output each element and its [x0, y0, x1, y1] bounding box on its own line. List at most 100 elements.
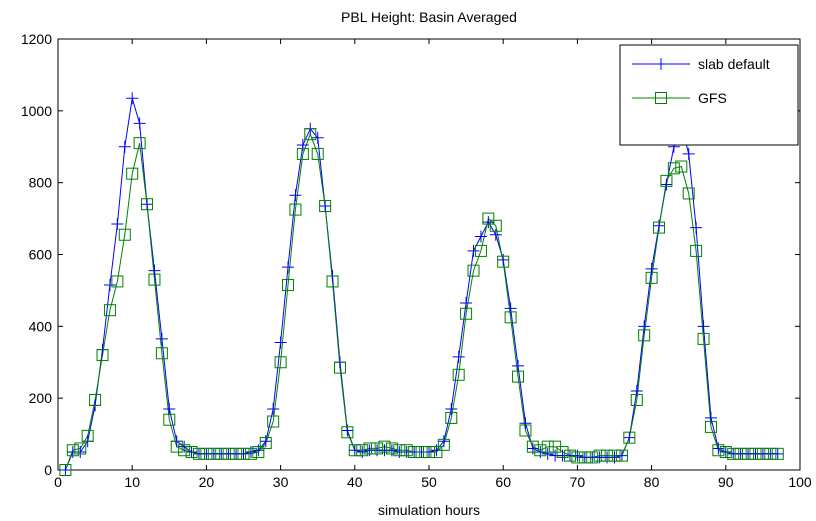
legend-label: GFS — [698, 90, 727, 106]
data-point-square — [81, 429, 94, 442]
data-point-plus — [474, 230, 487, 243]
data-point-plus — [126, 92, 139, 105]
data-point-square — [103, 304, 116, 317]
data-point-square — [230, 447, 243, 460]
axis-ticks: 0 10 20 30 40 50 60 70 80 90 100020040060080010001… — [21, 31, 812, 490]
data-point-square — [400, 444, 413, 457]
data-point-square — [623, 431, 636, 444]
data-point-plus — [630, 384, 643, 397]
data-point-plus — [638, 320, 651, 333]
data-point-square — [764, 447, 777, 460]
data-point-plus — [282, 261, 295, 274]
data-point-square — [749, 447, 762, 460]
data-point-square — [274, 356, 287, 369]
data-point-plus — [296, 138, 309, 151]
data-point-square — [682, 187, 695, 200]
data-point-plus — [163, 402, 176, 415]
data-point-square — [430, 446, 443, 459]
legend-marker-plus — [655, 58, 667, 70]
data-point-square — [141, 198, 154, 211]
data-point-square — [526, 440, 539, 453]
data-point-plus — [155, 332, 168, 345]
data-point-plus — [445, 402, 458, 415]
data-point-plus — [423, 446, 435, 459]
data-point-square — [482, 212, 495, 225]
data-point-plus — [690, 221, 703, 234]
data-point-square — [645, 271, 658, 284]
data-point-square — [437, 438, 450, 451]
data-point-plus — [660, 178, 673, 191]
data-point-square — [237, 447, 250, 460]
data-point-square — [653, 221, 666, 234]
x-tick-label: 10 — [124, 474, 140, 490]
data-point-square — [163, 413, 176, 426]
data-point-plus — [148, 264, 161, 277]
data-point-square — [296, 147, 309, 160]
data-point-square — [452, 368, 465, 381]
data-point-square — [66, 444, 79, 457]
data-point-square — [126, 167, 139, 180]
data-point-square — [593, 449, 606, 462]
x-tick-label: 100 — [788, 474, 812, 490]
data-point-plus — [319, 200, 332, 213]
data-point-square — [89, 393, 102, 406]
data-point-square — [192, 447, 205, 460]
data-point-plus — [460, 296, 473, 309]
data-point-plus — [489, 228, 502, 241]
data-point-plus — [482, 216, 495, 229]
data-point-square — [415, 446, 428, 459]
data-point-square — [259, 437, 272, 450]
y-tick-label: 0 — [44, 462, 52, 478]
data-point-square — [319, 200, 332, 213]
data-point-plus — [437, 435, 450, 448]
data-point-square — [408, 446, 421, 459]
data-point-square — [742, 447, 755, 460]
data-point-square — [675, 160, 688, 173]
legend-label: slab default — [698, 56, 770, 72]
data-point-square — [155, 347, 168, 360]
data-point-plus — [467, 244, 480, 257]
data-point-square — [200, 447, 213, 460]
x-tick-label: 80 — [644, 474, 660, 490]
data-point-square — [148, 273, 161, 286]
chart-title: PBL Height: Basin Averaged — [341, 9, 517, 25]
legend-entries: slab default GFS — [632, 56, 770, 106]
data-point-square — [326, 275, 339, 288]
data-point-square — [489, 219, 502, 232]
data-point-plus — [682, 147, 695, 160]
data-point-square — [474, 244, 487, 257]
data-point-square — [178, 444, 191, 457]
data-point-square — [771, 447, 784, 460]
data-point-square — [333, 361, 346, 374]
data-point-plus — [74, 446, 87, 459]
data-point-plus — [133, 117, 146, 130]
data-point-square — [445, 411, 458, 424]
data-point-square — [348, 444, 361, 457]
data-point-square — [690, 244, 703, 257]
data-point-square — [423, 446, 435, 459]
data-point-plus — [348, 444, 361, 457]
data-point-plus — [504, 302, 517, 315]
x-tick-label: 30 — [273, 474, 289, 490]
data-point-square — [363, 442, 376, 455]
data-point-square — [59, 464, 72, 476]
x-axis-label: simulation hours — [378, 502, 480, 518]
data-point-plus — [541, 447, 554, 460]
data-point-square — [608, 449, 621, 462]
y-tick-label: 1200 — [21, 31, 52, 47]
y-tick-label: 400 — [29, 318, 53, 334]
data-point-square — [734, 447, 747, 460]
x-tick-label: 20 — [199, 474, 215, 490]
legend-marker-square — [655, 92, 667, 104]
data-point-square — [504, 311, 517, 324]
data-point-square — [697, 332, 710, 345]
data-point-square — [282, 279, 295, 292]
data-point-square — [222, 447, 235, 460]
y-tick-label: 200 — [29, 390, 53, 406]
data-point-plus — [623, 431, 636, 444]
data-point-square — [133, 137, 146, 150]
data-point-square — [756, 447, 769, 460]
x-tick-label: 50 — [421, 474, 437, 490]
y-tick-label: 600 — [29, 247, 53, 263]
